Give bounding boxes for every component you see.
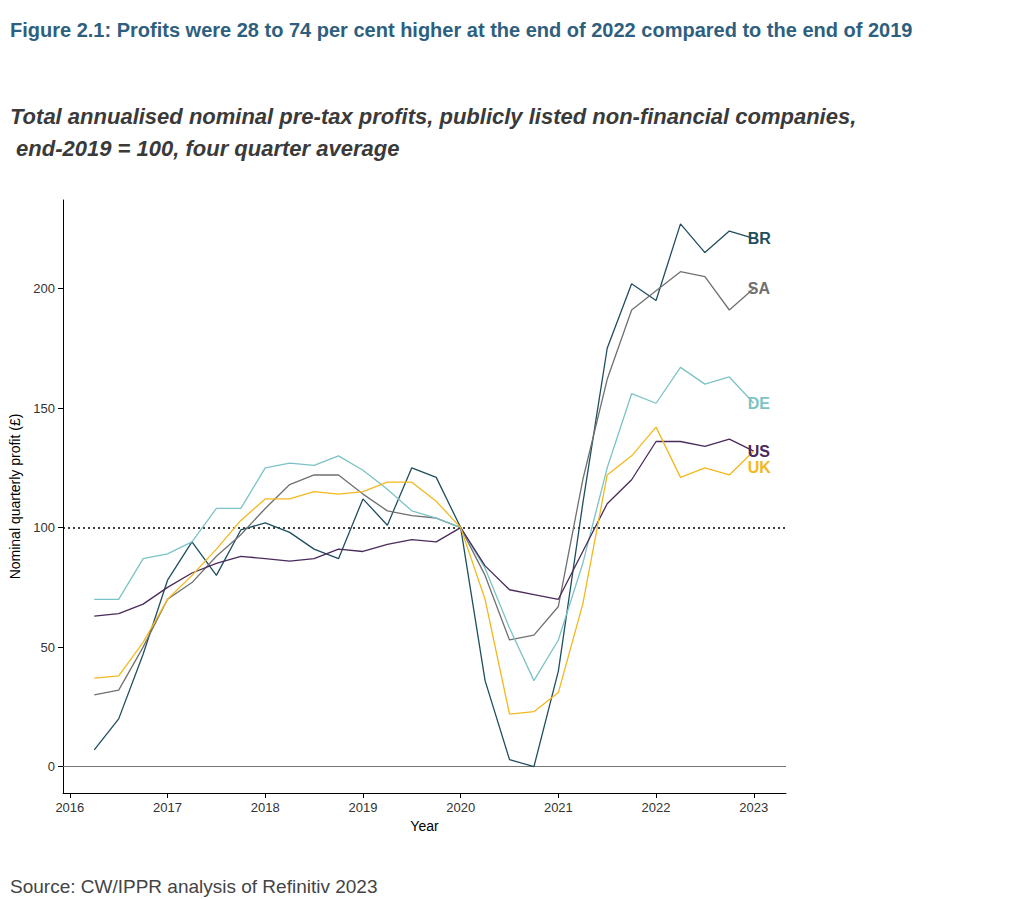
svg-text:150: 150 — [33, 401, 55, 416]
svg-text:BR: BR — [748, 230, 772, 247]
svg-text:UK: UK — [748, 459, 772, 476]
svg-text:SA: SA — [748, 280, 771, 297]
svg-text:2023: 2023 — [739, 800, 768, 815]
svg-text:2018: 2018 — [251, 800, 280, 815]
svg-text:2017: 2017 — [153, 800, 182, 815]
svg-text:Total annualised nominal pre-t: Total annualised nominal pre-tax profits… — [10, 104, 856, 129]
svg-text:Nominal quarterly profit (£): Nominal quarterly profit (£) — [7, 414, 23, 580]
svg-text:2016: 2016 — [55, 800, 84, 815]
svg-text:2021: 2021 — [544, 800, 573, 815]
svg-text:Year: Year — [410, 818, 439, 834]
svg-text:2020: 2020 — [446, 800, 475, 815]
svg-text:2019: 2019 — [348, 800, 377, 815]
svg-text:US: US — [748, 443, 771, 460]
svg-text:2022: 2022 — [642, 800, 671, 815]
svg-text:Figure 2.1: Profits were 28 to: Figure 2.1: Profits were 28 to 74 per ce… — [10, 19, 912, 41]
svg-text:end-2019 = 100, four quarter a: end-2019 = 100, four quarter average — [10, 136, 399, 161]
svg-text:50: 50 — [41, 640, 55, 655]
svg-text:100: 100 — [33, 520, 55, 535]
svg-text:Source: CW/IPPR analysis of Re: Source: CW/IPPR analysis of Refinitiv 20… — [10, 876, 378, 897]
svg-text:200: 200 — [33, 281, 55, 296]
svg-text:DE: DE — [748, 395, 771, 412]
svg-text:0: 0 — [48, 759, 55, 774]
